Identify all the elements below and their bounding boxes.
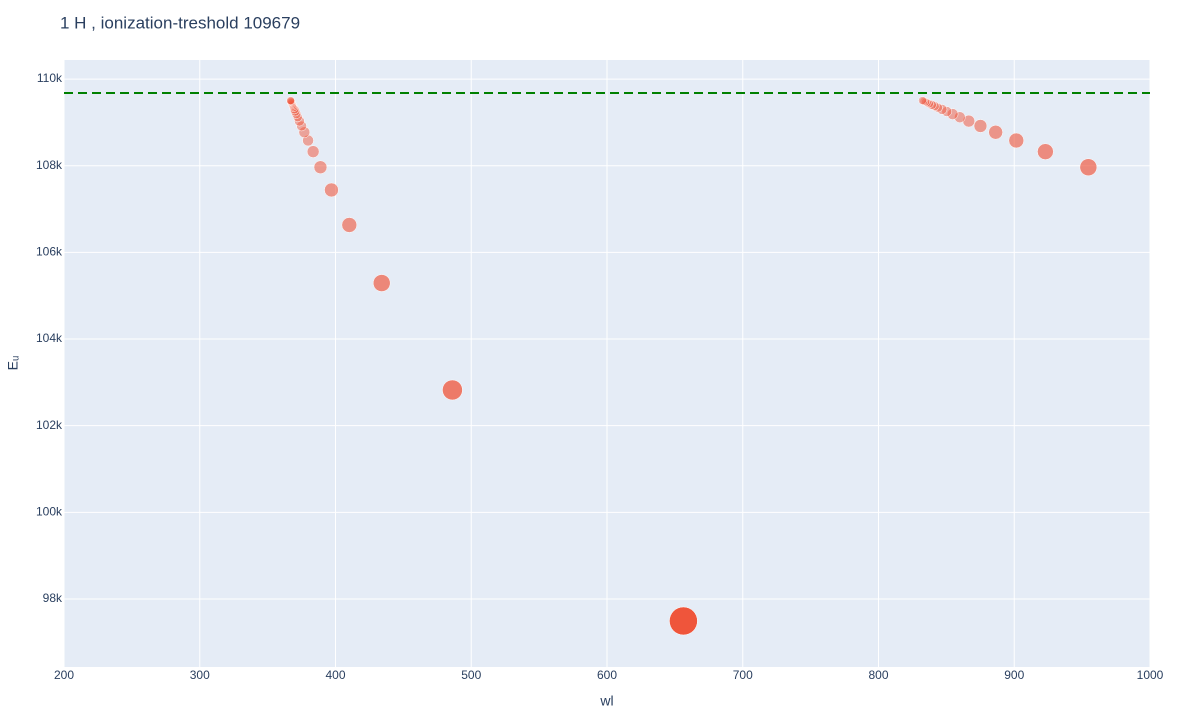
point [372,274,391,292]
y-tick-label: 110k [37,71,63,85]
point [298,126,311,139]
x-tick-label: 900 [1004,668,1024,682]
point [988,125,1003,140]
point [1079,158,1098,176]
point [1037,143,1054,160]
y-tick-label: 98k [43,591,63,605]
point [313,160,328,174]
y-tick-label: 100k [36,504,63,518]
point [306,145,320,158]
x-axis-title: wl [599,693,613,709]
x-tick-label: 1000 [1137,668,1164,682]
x-tick-label: 300 [190,668,210,682]
y-axis-title: Eᵤ [5,356,21,371]
point [954,111,966,123]
point [962,114,976,128]
point [919,96,929,106]
x-tick-label: 700 [733,668,753,682]
marks [286,96,1098,636]
point [286,96,295,105]
point [946,108,959,120]
point [669,606,698,636]
y-tick-label: 102k [36,418,63,432]
x-tick-label: 500 [461,668,481,682]
point [442,379,463,401]
point [324,182,339,198]
point [286,97,296,107]
grid [63,60,1151,667]
y-tick-label: 108k [36,158,63,172]
x-tick-label: 200 [54,668,74,682]
point [341,217,358,233]
x-tick-label: 800 [868,668,888,682]
point [973,119,988,133]
y-tick-label: 106k [36,245,63,259]
point [925,99,934,109]
y-tick-label: 104k [36,331,63,345]
chart-title: 1 H , ionization-treshold 109679 [60,13,300,32]
x-tick-label: 600 [597,668,617,682]
x-tick-label: 400 [325,668,345,682]
point [287,98,296,108]
point [918,96,927,105]
point [1008,132,1025,149]
